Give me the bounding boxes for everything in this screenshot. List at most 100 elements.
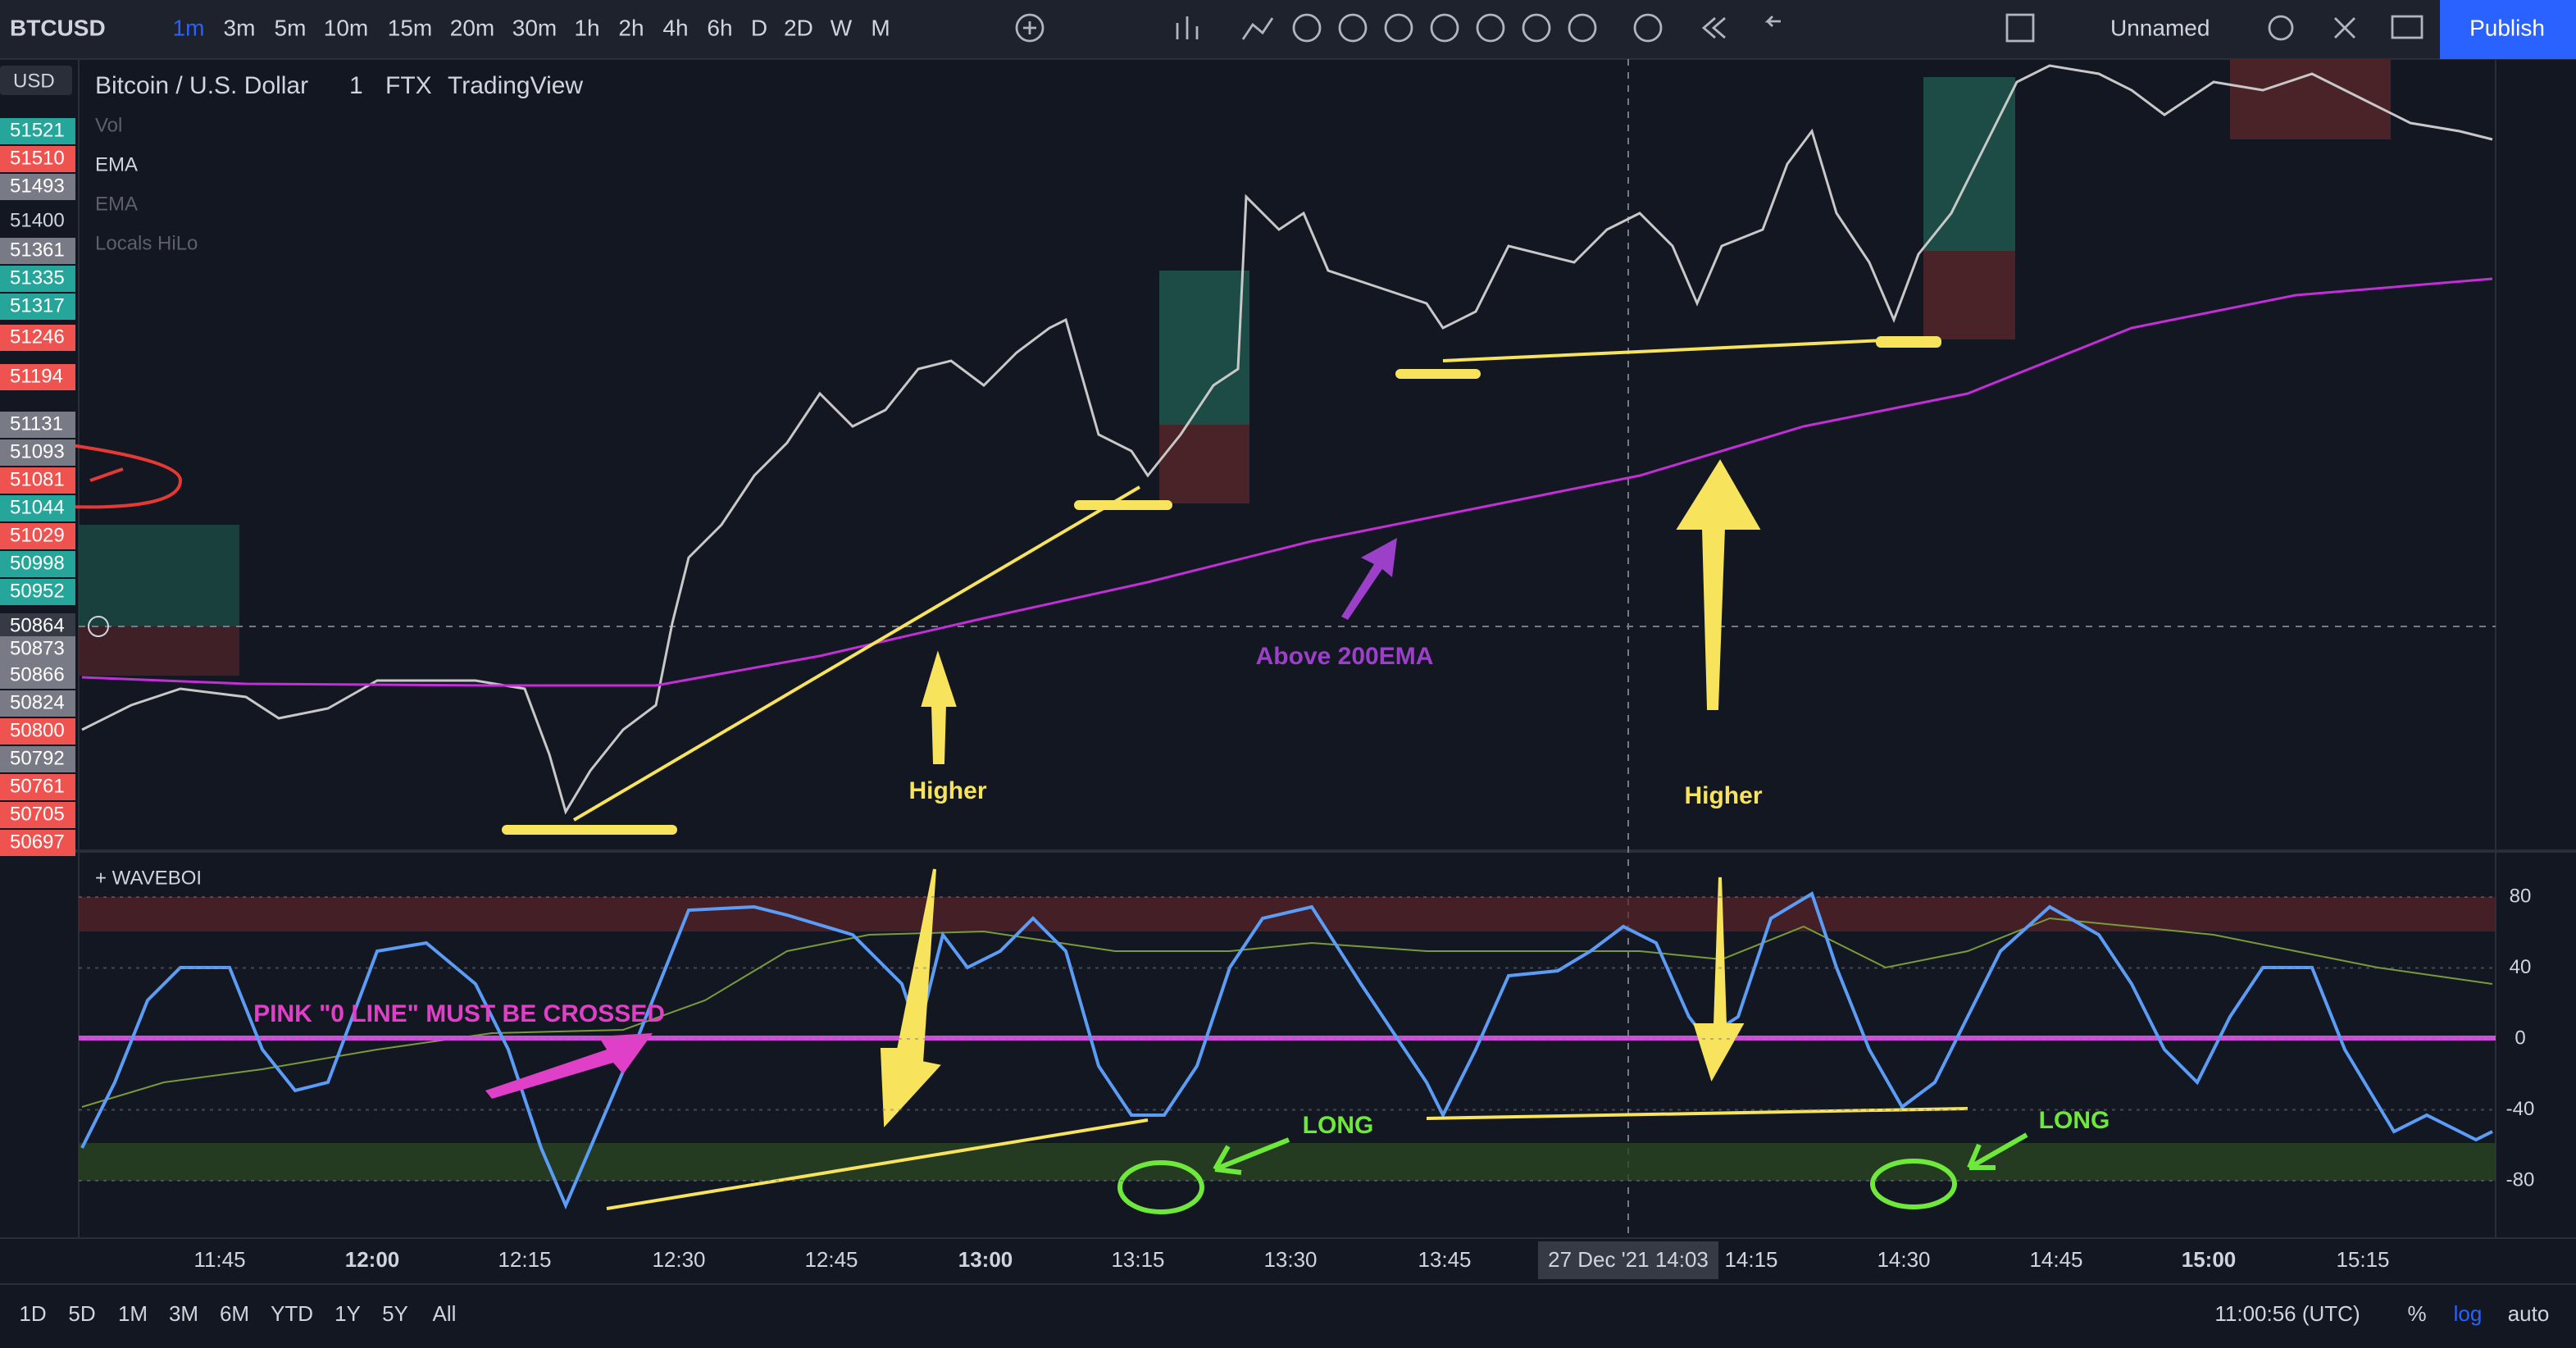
indicator-name: EMA xyxy=(95,153,138,175)
interval-button[interactable]: M xyxy=(871,15,890,40)
price-label: 51493 xyxy=(10,175,65,197)
interval-button[interactable]: 4h xyxy=(662,15,688,40)
price-label: 51317 xyxy=(10,294,65,317)
price-label-box xyxy=(0,238,75,264)
osc-tick-label: 80 xyxy=(2510,885,2532,907)
annotation: Higher xyxy=(1684,782,1762,809)
price-label: 50864 xyxy=(10,614,65,636)
long-position-profit xyxy=(79,525,239,626)
osc-tick-label: -80 xyxy=(2506,1168,2535,1191)
time-label: 12:00 xyxy=(345,1247,400,1272)
time-label: 11:45 xyxy=(193,1247,245,1272)
time-label: 14:45 xyxy=(2029,1247,2082,1272)
layout-name[interactable]: Unnamed xyxy=(2110,15,2210,40)
indicator-name: EMA xyxy=(95,193,138,215)
price-label-box xyxy=(0,294,75,320)
price-label-box xyxy=(0,636,75,663)
range-button[interactable]: All xyxy=(433,1301,457,1326)
publish-label[interactable]: Publish xyxy=(2469,15,2545,40)
price-label-box xyxy=(0,802,75,828)
range-button[interactable]: 1Y xyxy=(335,1301,361,1326)
price-label: 51029 xyxy=(10,524,65,546)
range-button[interactable]: 1D xyxy=(19,1301,46,1326)
price-label: 51044 xyxy=(10,496,65,518)
time-label: 12:30 xyxy=(652,1247,705,1272)
interval-button[interactable]: 6h xyxy=(707,15,732,40)
currency-box[interactable] xyxy=(0,66,72,95)
interval-button[interactable]: 20m xyxy=(450,15,494,40)
range-button[interactable]: YTD xyxy=(271,1301,313,1326)
price-label-box xyxy=(0,613,75,640)
price-label-box xyxy=(0,579,75,605)
range-button[interactable]: 3M xyxy=(169,1301,198,1326)
range-button[interactable]: 6M xyxy=(220,1301,249,1326)
publish-button[interactable] xyxy=(2440,0,2576,59)
time-label: 13:15 xyxy=(1111,1247,1164,1272)
signal-line xyxy=(81,917,2493,1108)
long-position-loss xyxy=(79,626,239,676)
annotation: LONG xyxy=(2039,1107,2110,1134)
interval-button[interactable]: 3m xyxy=(224,15,256,40)
osc-tick-label: 40 xyxy=(2510,956,2532,978)
price-label-box xyxy=(0,412,75,438)
osc-tick-label: -40 xyxy=(2506,1098,2535,1120)
drawings xyxy=(502,336,1941,835)
log-toggle[interactable]: log xyxy=(2454,1301,2483,1326)
price-label: 50705 xyxy=(10,803,65,825)
red-circle xyxy=(65,443,183,509)
price-label-box xyxy=(0,266,75,292)
price-label-box xyxy=(0,364,75,390)
interval-button[interactable]: 5m xyxy=(275,15,307,40)
time-label: 14:30 xyxy=(1877,1247,1930,1272)
osc-drawings xyxy=(606,868,1968,1210)
interval-button[interactable]: 30m xyxy=(512,15,557,40)
time-label: 13:30 xyxy=(1263,1247,1317,1272)
price-label-box xyxy=(0,663,75,689)
price-label: 50998 xyxy=(10,552,65,574)
price-label: 51521 xyxy=(10,119,65,141)
position-profit xyxy=(1923,77,2015,251)
interval-button[interactable]: 10m xyxy=(324,15,368,40)
interval-button[interactable]: D xyxy=(751,15,767,40)
price-label: 50792 xyxy=(10,747,65,769)
time-label: 14:15 xyxy=(1724,1247,1777,1272)
range-button[interactable]: 5D xyxy=(68,1301,95,1326)
symbol[interactable]: BTCUSD xyxy=(10,15,106,40)
oversold-band xyxy=(79,1143,2496,1181)
legend-exchange: FTX xyxy=(385,72,432,99)
price-label: 50761 xyxy=(10,775,65,797)
osc-tick-label: 0 xyxy=(2515,1027,2525,1049)
auto-toggle[interactable]: auto xyxy=(2508,1301,2550,1326)
crosshair-time-box xyxy=(1538,1241,1718,1279)
interval-button[interactable]: 1m xyxy=(173,15,205,40)
price-label: 51093 xyxy=(10,440,65,462)
interval-button[interactable]: 1h xyxy=(574,15,599,40)
price-label: 50873 xyxy=(10,637,65,659)
long-circles xyxy=(1117,1132,2028,1214)
interval-button[interactable]: W xyxy=(831,15,853,40)
interval-button[interactable]: 2h xyxy=(618,15,644,40)
legend-source: TradingView xyxy=(448,72,583,99)
position-loss xyxy=(1159,425,1249,503)
time-label: 12:15 xyxy=(498,1247,551,1272)
percent-toggle[interactable]: % xyxy=(2407,1301,2426,1326)
range-button[interactable]: 1M xyxy=(118,1301,148,1326)
price-label: 50824 xyxy=(10,691,65,713)
currency[interactable]: USD xyxy=(13,70,55,92)
price-label-box xyxy=(0,467,75,494)
time-label: 13:00 xyxy=(958,1247,1013,1272)
interval-button[interactable]: 15m xyxy=(388,15,432,40)
price-label-box xyxy=(0,746,75,772)
indicator-name: Vol xyxy=(95,114,122,136)
pink-arrow xyxy=(485,1033,653,1099)
legend-interval: 1 xyxy=(349,72,363,99)
range-button[interactable]: 5Y xyxy=(382,1301,408,1326)
crosshair-plus[interactable] xyxy=(88,616,109,637)
interval-button[interactable]: 2D xyxy=(784,15,813,40)
price-label-box xyxy=(0,118,75,144)
top-toolbar xyxy=(0,0,2576,59)
legend-title: Bitcoin / U.S. Dollar xyxy=(95,72,308,99)
ema-200 xyxy=(81,277,2493,687)
price-label-box xyxy=(0,551,75,577)
